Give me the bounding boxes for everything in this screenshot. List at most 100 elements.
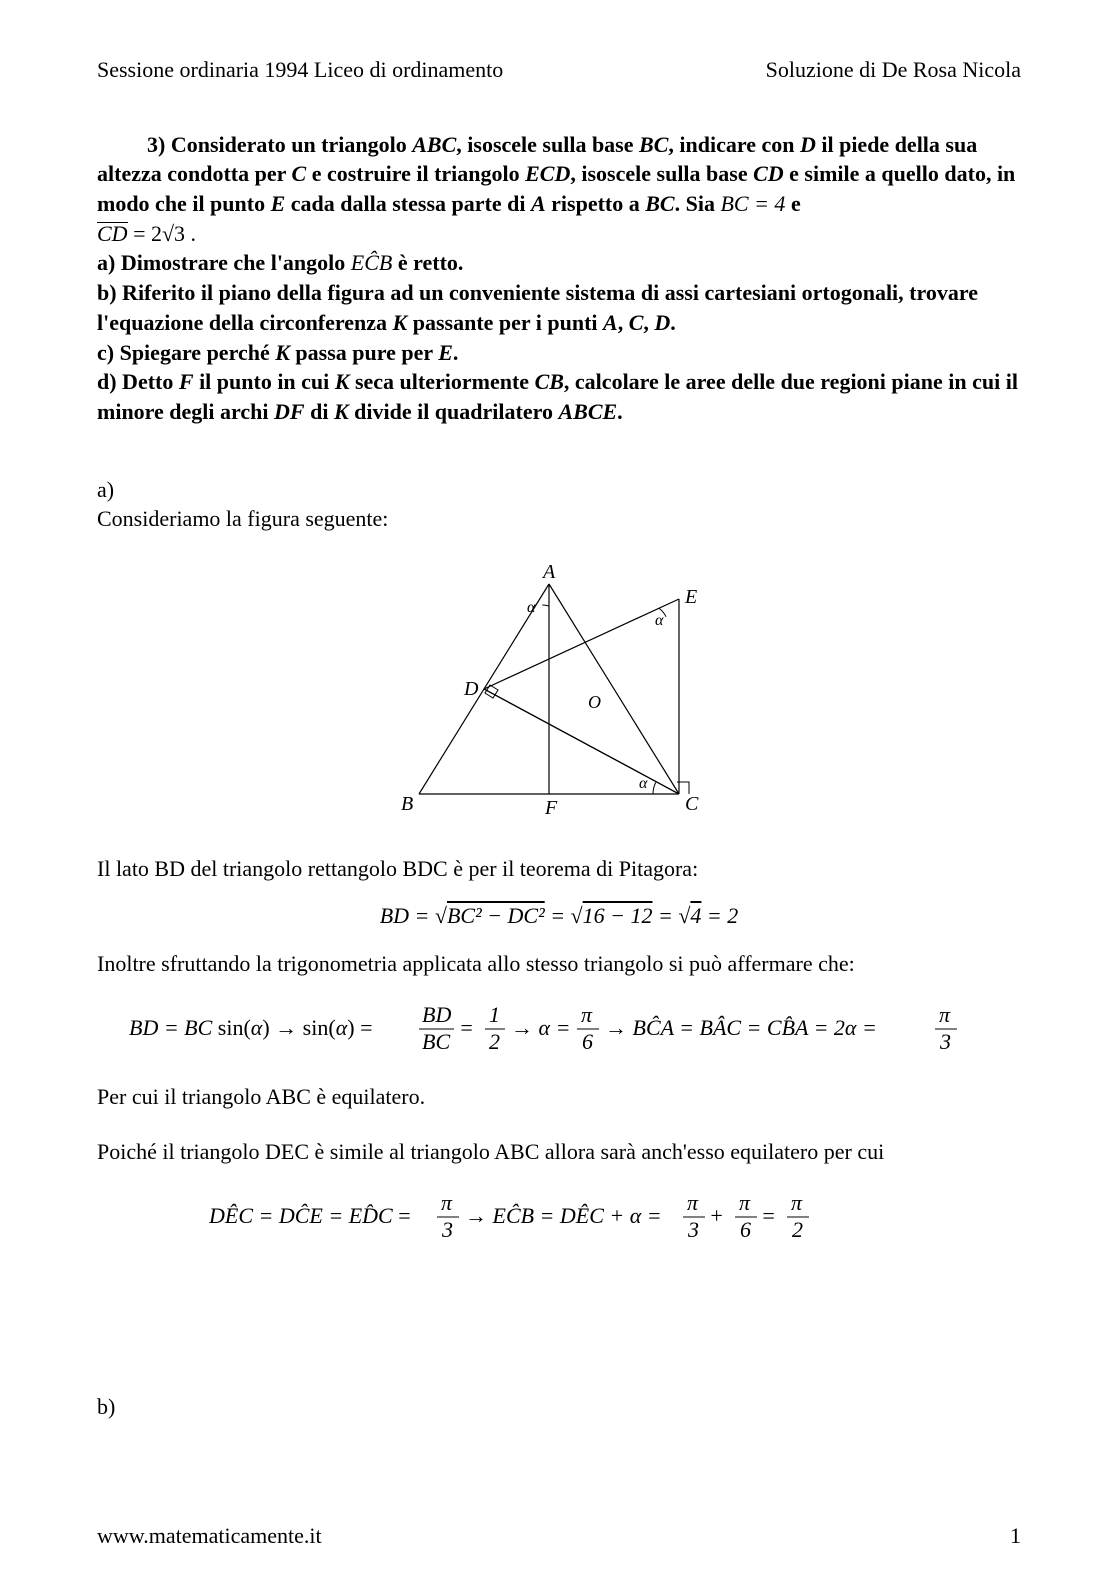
cd-overline: CD (97, 222, 128, 244)
svg-text:BD = BC sin(α) → sin(α) =: BD = BC sin(α) → sin(α) = (129, 1015, 372, 1040)
eq2: = (652, 903, 678, 928)
svg-text:π: π (739, 1190, 751, 1215)
text: , (643, 310, 654, 335)
text: , (618, 310, 629, 335)
var-D: D (800, 132, 816, 157)
text: passante per i punti (407, 310, 603, 335)
var-ABCE: ABCE (558, 399, 617, 424)
page-header: Sessione ordinaria 1994 Liceo di ordinam… (97, 55, 1021, 85)
var-D: D (654, 310, 670, 335)
svg-text:2: 2 (792, 1217, 803, 1242)
header-left: Sessione ordinaria 1994 Liceo di ordinam… (97, 55, 503, 85)
svg-text:→ α =: → α = (511, 1015, 570, 1040)
text: rispetto a (546, 191, 646, 216)
text: . (617, 399, 623, 424)
trig-formula: BD = BC sin(α) → sin(α) = BD BC = 1 2 → … (97, 997, 1021, 1065)
svg-text:BC: BC (422, 1029, 450, 1054)
var-CB: CB (535, 369, 564, 394)
svg-text:A: A (541, 564, 556, 583)
svg-text:DÊC = DĈE = ED̂C =: DÊC = DĈE = ED̂C = (209, 1203, 411, 1228)
text: , isoscele sulla base (456, 132, 639, 157)
svg-text:α: α (639, 775, 648, 792)
problem-statement: 3) Considerato un triangolo ABC, isoscel… (97, 130, 1021, 427)
bc-eq: BC = 4 (720, 191, 785, 216)
rad2: 16 − 12 (583, 903, 653, 928)
svg-text:O: O (588, 692, 601, 712)
var-E: E (438, 340, 453, 365)
part-a-pre: a) Dimostrare che l'angolo (97, 250, 351, 275)
figure-svg: αααABCDEFO (389, 564, 729, 824)
var-C: C (292, 161, 307, 186)
text: di (305, 399, 334, 424)
eq3: = 2 (701, 903, 738, 928)
var-DF: DF (274, 399, 305, 424)
svg-text:E: E (684, 586, 697, 608)
svg-text:3: 3 (939, 1029, 951, 1054)
page-footer: www.matematicamente.it 1 (97, 1523, 1021, 1549)
var-BC: BC (639, 132, 668, 157)
lhs: BD = (380, 903, 435, 928)
svg-text:→ EĈB = DÊC + α =: → EĈB = DÊC + α = (465, 1203, 662, 1228)
equilat-text: Per cui il triangolo ABC è equilatero. (97, 1082, 1021, 1112)
svg-text:1: 1 (489, 1002, 500, 1027)
footer-site: www.matematicamente.it (97, 1523, 322, 1549)
var-BC2: BC (645, 191, 674, 216)
pythag-formula: BD = √BC² − DC² = √16 − 12 = √4 = 2 (97, 901, 1021, 931)
svg-text:D: D (463, 678, 479, 700)
svg-text:6: 6 (740, 1217, 751, 1242)
var-CD: CD (753, 161, 784, 186)
text: 3) Considerato un triangolo (147, 132, 412, 157)
pythag-intro: Il lato BD del triangolo rettangolo BDC … (97, 854, 1021, 884)
text: , indicare con (668, 132, 800, 157)
b-label: b) (97, 1392, 1021, 1422)
var-K: K (335, 369, 350, 394)
part-d-pre: d) Detto (97, 369, 179, 394)
text: e costruire il triangolo (306, 161, 525, 186)
page-number: 1 (1010, 1523, 1021, 1549)
svg-text:BD: BD (422, 1002, 451, 1027)
svg-text:→ BĈA = BÂC = CB̂A = 2α =: → BĈA = BÂC = CB̂A = 2α = (605, 1015, 877, 1040)
svg-text:F: F (544, 797, 558, 819)
svg-text:π: π (791, 1190, 803, 1215)
rad1: BC² − DC² (447, 903, 545, 928)
svg-text:3: 3 (687, 1217, 699, 1242)
trig-intro: Inoltre sfruttando la trigonometria appl… (97, 949, 1021, 979)
final-formula: DÊC = DĈE = ED̂C = π 3 → EĈB = DÊC + α =… (97, 1185, 1021, 1253)
text: . (453, 340, 459, 365)
var-C: C (629, 310, 644, 335)
final-formula-svg: DÊC = DĈE = ED̂C = π 3 → EĈB = DÊC + α =… (209, 1185, 909, 1245)
svg-text:B: B (401, 793, 413, 815)
text: passa pure per (290, 340, 438, 365)
text: divide il quadrilatero (349, 399, 559, 424)
svg-text:π: π (441, 1190, 453, 1215)
svg-text:6: 6 (582, 1029, 593, 1054)
svg-text:C: C (685, 793, 699, 815)
a-label: a) (97, 475, 1021, 505)
svg-text:+: + (709, 1203, 724, 1228)
text: e (785, 191, 800, 216)
var-F: F (179, 369, 194, 394)
var-K: K (334, 399, 349, 424)
trig-formula-svg: BD = BC sin(α) → sin(α) = BD BC = 1 2 → … (129, 997, 989, 1057)
svg-text:2: 2 (489, 1029, 500, 1054)
eq1: = (545, 903, 571, 928)
var-K: K (275, 340, 290, 365)
svg-text:=: = (459, 1015, 474, 1040)
simile-text: Poiché il triangolo DEC è simile al tria… (97, 1137, 1021, 1167)
svg-text:π: π (687, 1190, 699, 1215)
var-A: A (603, 310, 618, 335)
var-K: K (393, 310, 408, 335)
text: cada dalla stessa parte di (285, 191, 531, 216)
triangle-figure: αααABCDEFO (97, 564, 1021, 832)
part-a-post: è retto. (392, 250, 463, 275)
text: seca ulteriormente (349, 369, 534, 394)
var-ECD: ECD (525, 161, 570, 186)
angle-ecb: EĈB (351, 250, 393, 275)
var-E: E (271, 191, 286, 216)
svg-text:=: = (761, 1203, 776, 1228)
rad3: 4 (690, 903, 701, 928)
svg-text:3: 3 (441, 1217, 453, 1242)
cd-eq-rhs: = 2√3 . (128, 221, 196, 246)
svg-text:π: π (581, 1002, 593, 1027)
text: il punto in cui (194, 369, 335, 394)
